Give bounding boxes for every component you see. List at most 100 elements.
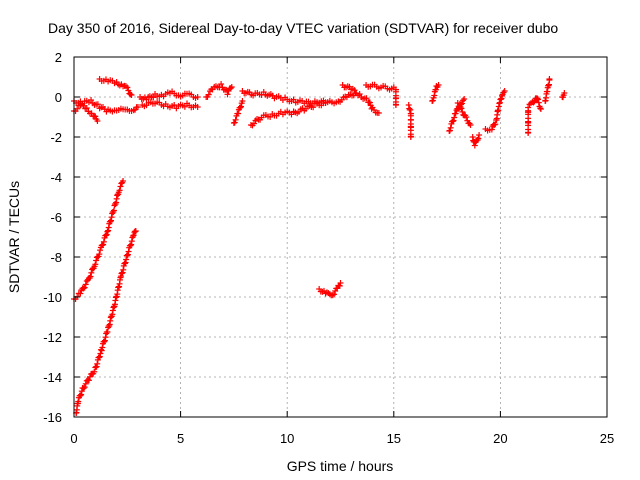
data-point — [96, 353, 103, 360]
data-point — [128, 238, 135, 245]
data-point — [88, 97, 95, 104]
data-point — [125, 248, 132, 255]
data-point — [375, 110, 382, 116]
data-point — [124, 252, 131, 259]
x-tick-label: 5 — [177, 431, 184, 446]
data-point — [82, 380, 89, 387]
data-point — [125, 87, 132, 94]
data-point — [80, 285, 87, 292]
data-point — [459, 108, 466, 115]
data-point — [93, 257, 100, 264]
data-point — [336, 282, 343, 289]
data-point — [124, 251, 131, 258]
data-point — [290, 96, 297, 103]
data-point — [530, 99, 537, 106]
data-point — [130, 232, 137, 239]
data-point — [77, 290, 84, 297]
data-point — [104, 228, 111, 235]
data-point — [128, 92, 135, 98]
data-point — [194, 104, 201, 110]
data-point — [96, 354, 103, 361]
data-points — [71, 76, 568, 416]
data-point — [392, 102, 399, 108]
data-point — [227, 85, 234, 92]
data-point — [492, 121, 499, 128]
data-point — [471, 142, 478, 149]
data-point — [446, 127, 453, 134]
data-point — [104, 328, 111, 335]
data-point — [224, 91, 231, 98]
data-point — [94, 118, 101, 124]
data-point — [337, 280, 344, 286]
data-point — [235, 110, 242, 117]
data-point — [101, 338, 108, 345]
data-point — [88, 269, 95, 276]
data-point — [97, 247, 104, 254]
data-point — [171, 102, 178, 109]
data-point — [488, 126, 495, 133]
data-point — [501, 88, 508, 94]
x-tick-labels: 0 5 10 15 20 25 — [70, 431, 614, 446]
data-point — [127, 242, 134, 249]
data-point — [87, 273, 94, 280]
data-point — [97, 350, 104, 357]
y-axis-label: SDTVAR / TECUs — [6, 181, 22, 293]
data-point — [92, 113, 99, 120]
data-point — [535, 99, 542, 106]
data-point — [537, 106, 544, 112]
y-tick-label: -10 — [43, 290, 62, 305]
data-point — [331, 291, 338, 298]
y-tick-label: -14 — [43, 370, 62, 385]
data-point — [454, 100, 461, 106]
data-point — [78, 391, 85, 398]
data-point — [98, 347, 105, 354]
data-point — [460, 97, 467, 104]
data-point — [449, 118, 456, 125]
y-tick-label: -4 — [50, 170, 62, 185]
chart-title: Day 350 of 2016, Sidereal Day-to-day VTE… — [48, 20, 558, 36]
data-point — [194, 94, 201, 100]
data-point — [93, 363, 100, 370]
data-point — [534, 95, 541, 102]
data-point — [116, 187, 123, 194]
data-point — [132, 228, 139, 234]
data-point — [452, 110, 459, 117]
data-point — [228, 84, 235, 90]
data-point — [525, 104, 532, 111]
data-point — [94, 360, 101, 367]
data-point — [100, 238, 107, 245]
data-point — [120, 178, 127, 184]
data-point — [77, 392, 84, 399]
x-axis-label: GPS time / hours — [287, 458, 394, 474]
data-point — [491, 121, 498, 128]
data-point — [461, 96, 468, 102]
y-tick-label: -12 — [43, 330, 62, 345]
data-point — [476, 132, 483, 138]
data-point — [127, 91, 134, 98]
data-point — [322, 100, 329, 106]
x-tick-label: 10 — [280, 431, 294, 446]
x-tick-label: 20 — [493, 431, 507, 446]
plot-frame — [73, 56, 608, 418]
data-point — [81, 384, 88, 391]
data-point — [86, 373, 93, 380]
data-point — [475, 135, 482, 142]
data-point — [102, 232, 109, 239]
data-point — [74, 105, 81, 112]
data-point — [103, 231, 110, 238]
data-point — [366, 99, 373, 106]
y-tick-label: 0 — [55, 90, 62, 105]
data-point — [237, 104, 244, 111]
data-point — [100, 241, 107, 248]
data-point — [83, 105, 90, 112]
data-point — [450, 117, 457, 124]
data-point — [238, 103, 245, 110]
data-point — [124, 84, 131, 91]
data-point — [85, 377, 92, 384]
x-tick-label: 0 — [70, 431, 77, 446]
data-point — [239, 98, 246, 104]
x-tick-label: 15 — [387, 431, 401, 446]
data-point — [467, 122, 474, 128]
data-point — [451, 114, 458, 121]
y-tick-label: -2 — [50, 130, 62, 145]
